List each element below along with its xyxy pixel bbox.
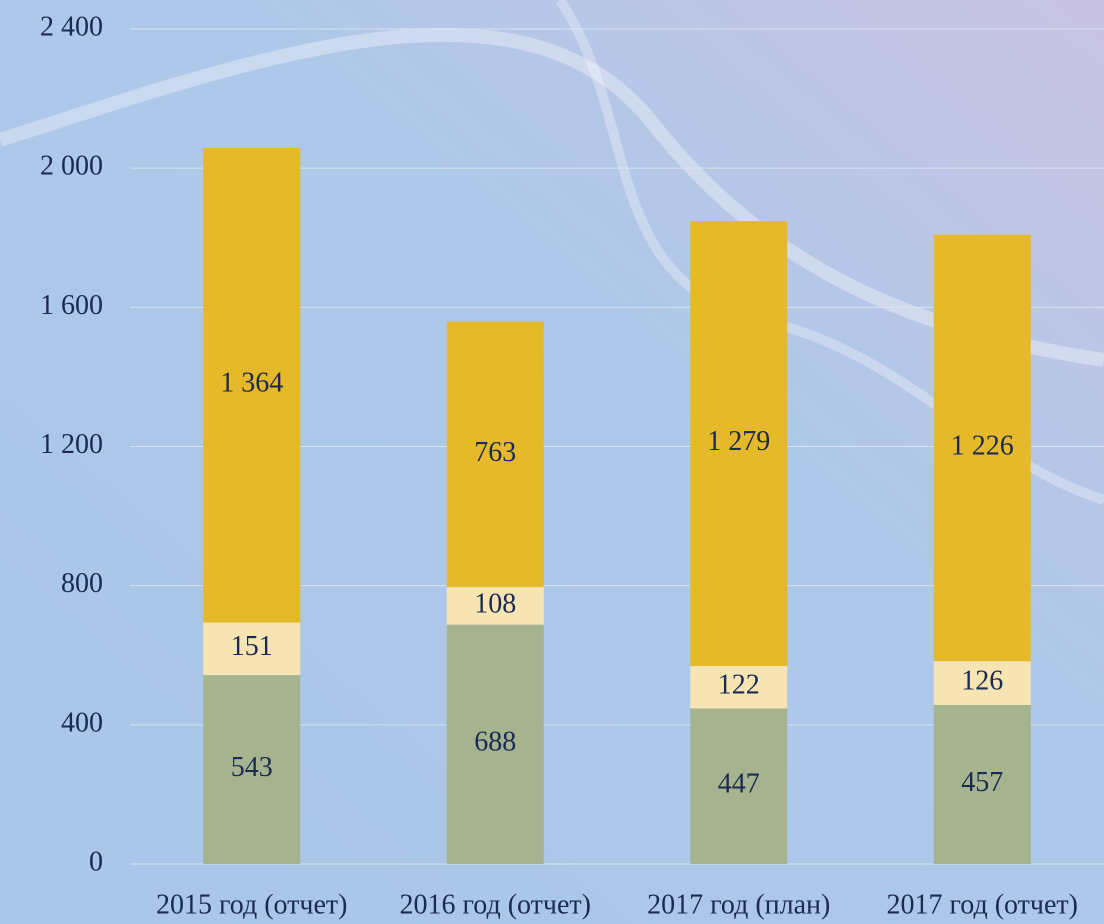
y-tick-label: 2 000	[40, 151, 103, 182]
x-tick-label: 2017 год (отчет)	[887, 889, 1079, 920]
page: 0 400 800 1 200 1 600 2 000 2 400 543 151 1 364 20…	[0, 0, 1104, 924]
data-label: 543	[231, 752, 273, 783]
x-tick-label: 2015 год (отчет)	[156, 889, 348, 920]
data-label: 447	[718, 769, 760, 800]
data-label: 1 279	[707, 426, 770, 457]
data-label: 126	[961, 666, 1003, 697]
x-tick-label: 2017 год (план)	[647, 889, 830, 920]
data-label: 108	[474, 588, 516, 619]
data-label: 1 226	[951, 430, 1014, 461]
y-tick-label: 2 400	[40, 11, 103, 42]
data-label: 1 364	[220, 368, 283, 399]
data-label: 151	[231, 631, 273, 662]
y-tick-label: 1 600	[40, 290, 103, 321]
x-tick-label: 2016 год (отчет)	[400, 889, 592, 920]
chart: 0 400 800 1 200 1 600 2 000 2 400 543 151 1 364 20…	[0, 0, 1104, 924]
y-tick-label: 1 200	[40, 429, 103, 460]
data-label: 688	[474, 727, 516, 758]
data-label: 763	[474, 437, 516, 468]
data-label: 457	[961, 767, 1003, 798]
y-tick-label: 0	[89, 846, 103, 877]
y-tick-label: 800	[61, 568, 103, 599]
y-tick-label: 400	[61, 707, 103, 738]
data-label: 122	[718, 670, 760, 701]
